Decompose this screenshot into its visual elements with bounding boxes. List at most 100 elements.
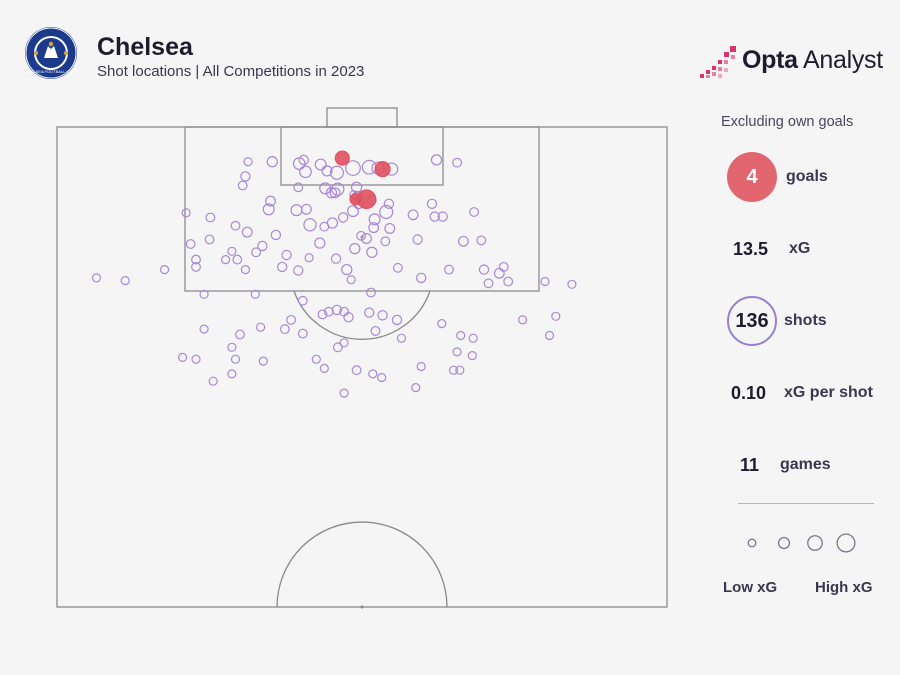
shot-111 (297, 328, 308, 339)
pitch-lines (56, 107, 668, 608)
shot-107 (517, 315, 528, 325)
shot-42 (368, 222, 380, 234)
legend-size-1 (777, 536, 791, 550)
shot-58 (314, 237, 326, 249)
brand-name: Opta Analyst (742, 46, 883, 75)
shot-8 (299, 165, 312, 179)
shot-49 (181, 208, 191, 218)
shot-113 (235, 329, 245, 340)
shot-45 (429, 211, 440, 222)
shot-120 (332, 342, 343, 353)
shot-76 (240, 264, 251, 275)
shot-34 (290, 204, 303, 217)
shot-118 (544, 330, 555, 341)
shot-139 (339, 388, 349, 398)
brand-name-rest: Analyst (797, 46, 883, 74)
goal-shot-0 (334, 150, 350, 166)
shot-80 (392, 262, 403, 273)
shot-25 (350, 181, 363, 193)
xg-size-legend (747, 533, 856, 553)
shots-layer (91, 150, 577, 398)
shot-70 (304, 253, 314, 263)
goal (326, 107, 398, 128)
goal-shot-11 (374, 161, 391, 178)
shot-65 (257, 240, 268, 252)
shot-109 (255, 322, 266, 332)
shot-15 (452, 157, 463, 168)
shot-98 (331, 304, 343, 316)
shot-88 (416, 272, 427, 284)
shot-41 (368, 213, 381, 226)
stats-note: Excluding own goals (721, 114, 854, 130)
opta-logo-icon (700, 46, 736, 78)
penalty-box (184, 126, 540, 292)
shot-52 (270, 229, 282, 241)
shot-137 (377, 372, 387, 383)
shot-40 (303, 218, 317, 232)
shot-46 (426, 198, 438, 209)
shot-50 (205, 212, 216, 223)
shot-123 (467, 350, 477, 361)
goal-shot-27 (349, 192, 362, 206)
centre-circle (276, 521, 448, 608)
xg-per-shot-label: xG per shot (784, 384, 873, 401)
shot-136 (455, 365, 465, 375)
xg-per-shot-value: 0.10 (731, 383, 767, 403)
shot-66 (251, 247, 262, 258)
shot-112 (199, 324, 209, 334)
shot-74 (277, 261, 288, 273)
shot-78 (341, 263, 353, 276)
shot-68 (281, 249, 292, 261)
shot-126 (230, 354, 241, 364)
shot-51 (230, 220, 241, 231)
shot-110 (279, 324, 290, 335)
shot-104 (286, 314, 297, 325)
shot-62 (476, 235, 487, 246)
shot-116 (339, 338, 349, 348)
opta-analyst-logo (700, 46, 736, 78)
shot-106 (437, 318, 447, 329)
shot-77 (293, 265, 304, 276)
shot-5 (314, 158, 327, 171)
shot-75 (191, 261, 201, 272)
shot-9 (329, 165, 344, 180)
shot-37 (346, 205, 360, 218)
shot-63 (349, 242, 361, 255)
shot-93 (366, 287, 376, 298)
shot-128 (177, 352, 188, 363)
shot-121 (227, 342, 237, 352)
shots-value: 136 (735, 309, 769, 332)
shot-105 (317, 309, 328, 320)
shot-129 (319, 363, 329, 374)
shot-32 (265, 195, 276, 207)
shot-83 (478, 264, 490, 275)
shot-12 (243, 157, 253, 167)
shot-47 (437, 211, 448, 222)
page-subtitle: Shot locations | All Competitions in 202… (97, 63, 365, 80)
shot-48 (469, 207, 480, 217)
shot-60 (185, 239, 196, 249)
shot-101 (343, 312, 354, 323)
shot-130 (368, 369, 378, 379)
shot-30 (383, 198, 395, 209)
shot-31 (379, 204, 394, 220)
shot-85 (493, 267, 505, 279)
page-title: Chelsea (97, 33, 193, 61)
shot-125 (191, 354, 201, 364)
shot-64 (366, 246, 378, 258)
chelsea-crest-icon: CHELSEA FOOTBALL CLUB (25, 27, 77, 79)
shot-127 (258, 356, 268, 366)
shot-81 (444, 264, 454, 275)
shot-54 (356, 230, 367, 241)
shot-17 (237, 180, 248, 191)
shot-84 (498, 261, 509, 272)
shot-67 (227, 246, 237, 256)
shot-95 (540, 276, 550, 287)
shot-72 (220, 254, 231, 265)
legend-low-label: Low xG (723, 579, 778, 596)
shot-43 (384, 223, 396, 234)
shot-87 (346, 275, 356, 285)
shot-91 (199, 289, 209, 299)
games-value: 11 (740, 455, 760, 475)
shot-18 (293, 182, 304, 193)
